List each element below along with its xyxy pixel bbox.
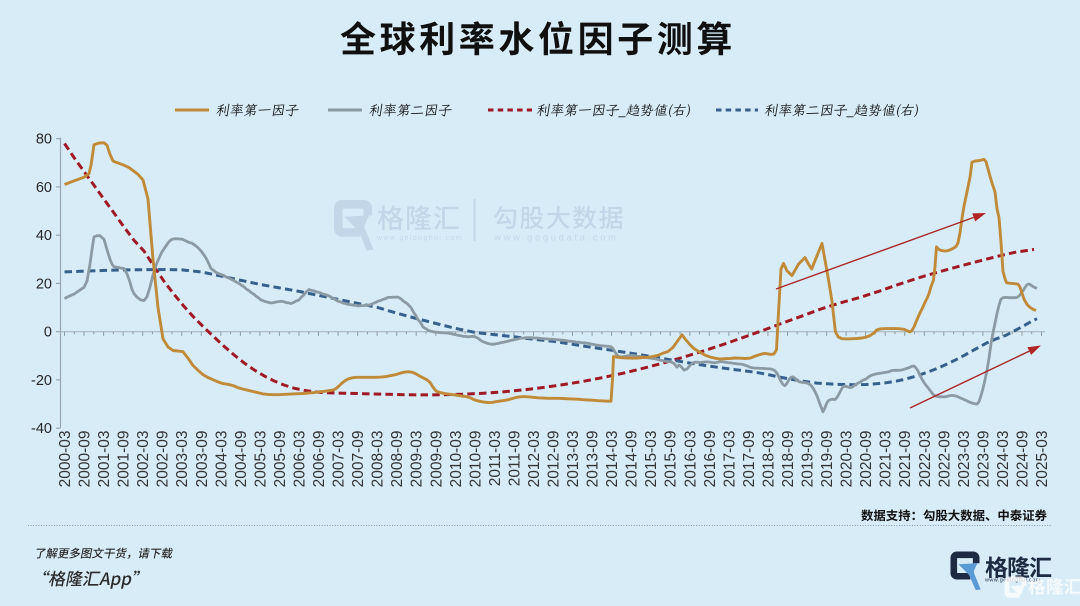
- svg-text:2025-03: 2025-03: [1034, 431, 1051, 488]
- svg-text:2016-09: 2016-09: [702, 431, 719, 488]
- svg-text:2001-03: 2001-03: [96, 431, 113, 488]
- svg-text:2009-09: 2009-09: [428, 431, 445, 488]
- svg-text:2019-03: 2019-03: [800, 431, 817, 488]
- svg-text:2016-03: 2016-03: [682, 431, 699, 488]
- svg-text:2006-03: 2006-03: [292, 431, 309, 488]
- svg-text:2004-09: 2004-09: [233, 431, 250, 488]
- svg-text:2002-09: 2002-09: [155, 431, 172, 488]
- svg-text:2023-09: 2023-09: [975, 431, 992, 488]
- svg-text:2017-03: 2017-03: [721, 431, 738, 488]
- svg-text:2013-09: 2013-09: [585, 431, 602, 488]
- svg-text:2005-03: 2005-03: [252, 431, 269, 488]
- svg-text:2024-09: 2024-09: [1015, 431, 1032, 488]
- svg-text:-40: -40: [31, 421, 52, 437]
- svg-text:2015-03: 2015-03: [643, 431, 660, 488]
- svg-text:2015-09: 2015-09: [663, 431, 680, 488]
- svg-text:2005-09: 2005-09: [272, 431, 289, 488]
- svg-text:2012-09: 2012-09: [546, 431, 563, 488]
- svg-text:60: 60: [36, 180, 52, 196]
- svg-text:2018-03: 2018-03: [760, 431, 777, 488]
- svg-text:www.gelonghui.com: www.gelonghui.com: [376, 235, 463, 242]
- svg-text:2002-03: 2002-03: [135, 431, 152, 488]
- svg-text:2009-03: 2009-03: [409, 431, 426, 488]
- svg-text:40: 40: [36, 228, 52, 244]
- svg-text:2020-03: 2020-03: [839, 431, 856, 488]
- svg-text:2007-03: 2007-03: [331, 431, 348, 488]
- svg-text:2000-09: 2000-09: [77, 431, 94, 488]
- svg-text:2003-09: 2003-09: [194, 431, 211, 488]
- svg-text:2021-03: 2021-03: [878, 431, 895, 488]
- svg-text:2017-09: 2017-09: [741, 431, 758, 488]
- svg-text:80: 80: [36, 132, 52, 148]
- svg-text:2010-03: 2010-03: [448, 431, 465, 488]
- svg-text:2008-09: 2008-09: [389, 431, 406, 488]
- svg-text:2021-09: 2021-09: [897, 431, 914, 488]
- svg-text:2024-03: 2024-03: [995, 431, 1012, 488]
- svg-text:2014-03: 2014-03: [604, 431, 621, 488]
- svg-text:2018-09: 2018-09: [780, 431, 797, 488]
- svg-text:20: 20: [36, 276, 52, 292]
- svg-text:2020-09: 2020-09: [858, 431, 875, 488]
- svg-text:2014-09: 2014-09: [624, 431, 641, 488]
- svg-text:2022-03: 2022-03: [917, 431, 934, 488]
- svg-text:2006-09: 2006-09: [311, 431, 328, 488]
- svg-text:2011-09: 2011-09: [506, 431, 523, 487]
- svg-text:2003-03: 2003-03: [174, 431, 191, 488]
- svg-text:2011-03: 2011-03: [487, 431, 504, 487]
- svg-text:2004-03: 2004-03: [213, 431, 230, 488]
- svg-text:2010-09: 2010-09: [467, 431, 484, 488]
- svg-text:www.gogudata.com: www.gogudata.com: [493, 233, 619, 244]
- svg-text:2019-09: 2019-09: [819, 431, 836, 488]
- svg-text:2001-09: 2001-09: [116, 431, 133, 488]
- svg-text:2000-03: 2000-03: [57, 431, 74, 488]
- svg-text:2007-09: 2007-09: [350, 431, 367, 488]
- svg-text:0: 0: [44, 325, 52, 341]
- svg-text:2013-03: 2013-03: [565, 431, 582, 488]
- svg-text:2012-03: 2012-03: [526, 431, 543, 488]
- svg-text:2023-03: 2023-03: [956, 431, 973, 488]
- svg-text:-20: -20: [31, 373, 52, 389]
- svg-text:2022-09: 2022-09: [936, 431, 953, 488]
- svg-text:2008-03: 2008-03: [370, 431, 387, 488]
